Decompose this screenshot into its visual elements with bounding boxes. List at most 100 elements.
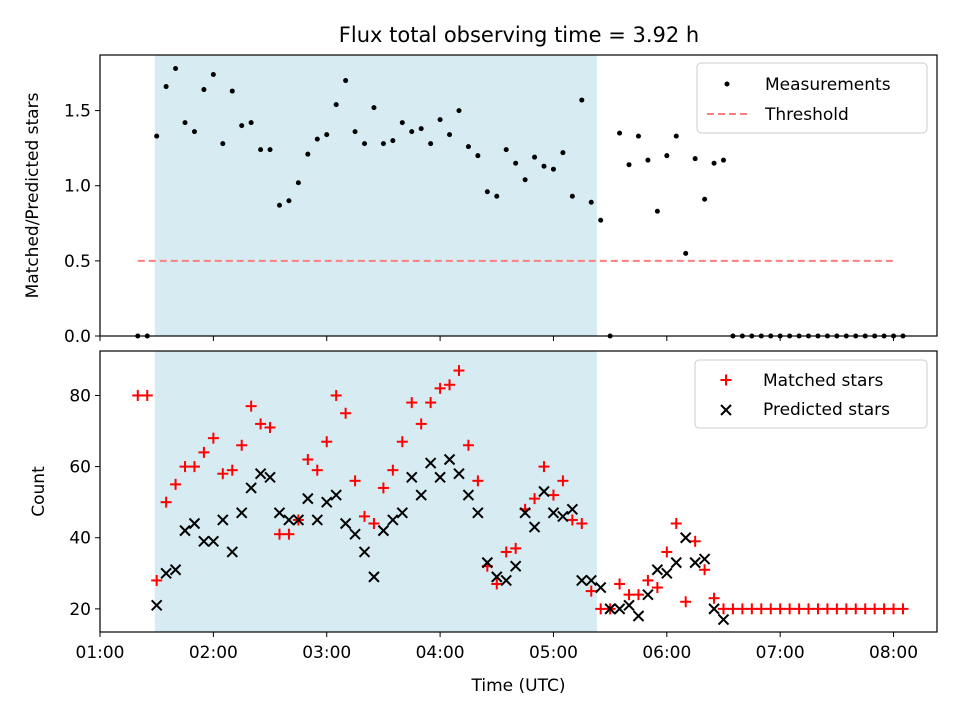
observing-window-shade: [154, 55, 597, 336]
legend-label-measurements: Measurements: [765, 75, 891, 95]
cross-stroke: [557, 510, 569, 523]
cross-stroke: [150, 599, 163, 612]
matched-star-point: [736, 603, 748, 615]
matched-star-point: [755, 603, 767, 615]
predicted-star-point: [566, 503, 579, 515]
predicted-star-point: [311, 514, 323, 526]
matched-star-point: [585, 585, 597, 597]
x-axis-ticks-top: [99, 336, 895, 341]
cross-stroke: [207, 535, 220, 548]
predicted-star-point: [302, 492, 314, 505]
cross-stroke: [538, 485, 550, 498]
matched-star-point: [557, 475, 569, 487]
measurement-point: [579, 97, 585, 103]
x-axis-ticks-bottom: 01:00 02:00 03:00 04:00 05:00 06:00 07:00 08:00: [76, 632, 918, 663]
cross-stroke: [720, 404, 732, 416]
predicted-star-point: [443, 453, 456, 466]
y-axis-label-bottom: Count: [29, 466, 49, 517]
matched-star-point: [803, 603, 815, 615]
measurement-point: [201, 87, 207, 93]
cross-stroke: [292, 514, 305, 526]
measurement-point: [465, 144, 471, 150]
cross-stroke: [680, 532, 692, 544]
legend-cross: [720, 404, 732, 416]
predicted-star-point: [472, 507, 484, 519]
matched-star-point: [170, 478, 182, 490]
predicted-star-point: [576, 574, 588, 587]
matched-star-point: [632, 589, 644, 601]
predicted-star-point: [150, 599, 163, 612]
cross-stroke: [472, 507, 484, 519]
matched-star-point: [462, 439, 474, 451]
predicted-star-point: [642, 588, 654, 601]
matched-star-point: [661, 546, 673, 558]
cross-stroke: [264, 471, 276, 483]
matched-star-point: [377, 482, 389, 494]
predicted-star-point: [500, 574, 512, 587]
measurement-point: [702, 196, 708, 202]
cross-stroke: [594, 581, 607, 594]
measurement-point: [692, 156, 698, 162]
cross-stroke: [632, 610, 645, 622]
legend-top: Measurements Threshold: [696, 62, 928, 134]
matched-star-point: [699, 564, 711, 576]
predicted-star-point: [235, 507, 248, 519]
predicted-star-point: [434, 471, 446, 483]
y-axis-ticks-top: 0.0 0.5 1.0 1.5: [64, 102, 100, 347]
matched-star-point: [151, 574, 163, 586]
matched-star-point: [878, 603, 890, 615]
measurement-point: [456, 108, 462, 114]
x-tick-label: 06:00: [642, 643, 691, 663]
measurement-point: [720, 157, 726, 163]
cross-stroke: [160, 567, 172, 580]
predicted-star-point: [358, 546, 371, 558]
observing-window-shade: [154, 351, 597, 632]
matched-star-point: [680, 596, 692, 608]
predicted-star-point: [245, 482, 257, 494]
measurement-point: [550, 166, 556, 172]
measurement-point: [154, 133, 160, 139]
chart-title: Flux total observing time = 3.92 h: [339, 23, 699, 47]
matched-star-point: [576, 518, 588, 530]
matched-star-point: [245, 400, 257, 412]
y-axis-label-top: Matched/Predicted stars: [23, 92, 43, 298]
matched-star-point: [708, 592, 720, 604]
measurement-point: [239, 123, 245, 129]
cross-stroke: [321, 496, 333, 508]
predicted-star-point: [519, 507, 531, 519]
legend-label-matched: Matched stars: [763, 371, 883, 391]
measurement-point: [494, 193, 500, 199]
matched-star-point: [491, 578, 503, 590]
matched-star-point: [538, 461, 550, 473]
measurement-point: [513, 160, 519, 166]
cross-stroke: [358, 546, 371, 558]
legend-marker-predicted: [720, 404, 732, 416]
predicted-star-point: [509, 560, 522, 572]
matched-star-point: [330, 389, 342, 401]
measurement-point: [305, 151, 311, 157]
matched-star-point: [623, 589, 635, 601]
cross-stroke: [349, 528, 361, 540]
measurement-point: [229, 88, 235, 94]
predicted-star-point: [689, 556, 701, 569]
measurement-point: [258, 147, 264, 153]
y-tick-label: 0.0: [64, 327, 91, 347]
matched-star-point: [207, 432, 219, 444]
matched-star-point: [311, 464, 323, 476]
y-tick-label: 80: [69, 386, 91, 406]
y-tick-label: 40: [69, 529, 91, 549]
measurement-point: [352, 129, 358, 135]
predicted-star-point: [273, 507, 286, 519]
predicted-star-point: [217, 514, 229, 526]
measurement-point: [210, 72, 216, 78]
cross-stroke: [434, 471, 446, 483]
measurement-point: [617, 130, 623, 136]
legend-bottom: Matched stars Predicted stars: [694, 359, 928, 429]
matched-star-point: [415, 418, 427, 430]
matched-star-point: [859, 603, 871, 615]
legend-label-predicted: Predicted stars: [763, 400, 890, 420]
cross-stroke: [481, 556, 494, 569]
plot-frame-top: [99, 54, 938, 337]
measurement-point: [380, 141, 386, 147]
measurement-point: [475, 153, 481, 159]
